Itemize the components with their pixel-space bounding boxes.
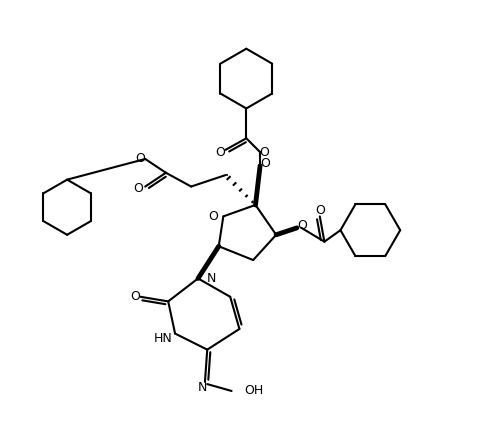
Text: O: O — [259, 145, 269, 159]
Text: HN: HN — [154, 332, 173, 345]
Text: O: O — [133, 183, 143, 195]
Text: N: N — [198, 381, 207, 394]
Text: O: O — [297, 219, 307, 232]
Text: O: O — [135, 152, 144, 165]
Text: •: • — [224, 173, 228, 179]
Text: O: O — [215, 145, 225, 159]
Text: O: O — [261, 157, 270, 170]
Text: O: O — [130, 290, 140, 303]
Text: OH: OH — [244, 385, 263, 397]
Text: O: O — [208, 210, 218, 223]
Text: N: N — [206, 272, 216, 285]
Text: O: O — [315, 204, 325, 217]
